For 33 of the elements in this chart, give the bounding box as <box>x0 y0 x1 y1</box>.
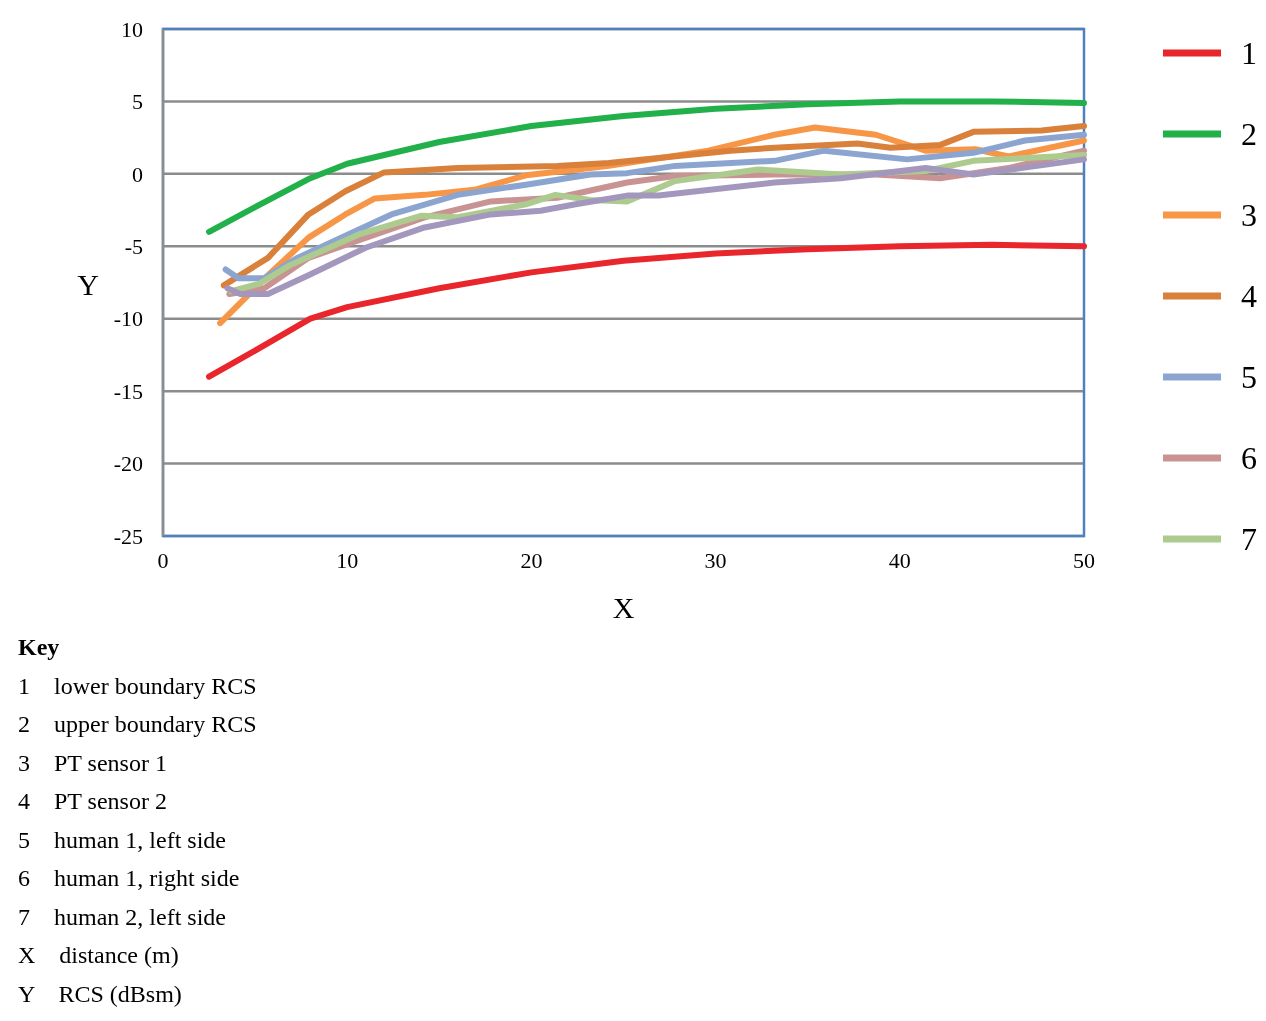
x-tick-label: 40 <box>888 548 911 573</box>
y-tick-label: -10 <box>113 306 143 332</box>
legend-label: 3 <box>1241 197 1257 234</box>
text: 1 lower boundary RCS <box>18 672 257 699</box>
x-tick-label: 50 <box>1073 548 1095 573</box>
y-tick-label: -5 <box>124 233 143 259</box>
x-tick-label: 30 <box>704 548 727 573</box>
legend-label: 7 <box>1241 521 1257 558</box>
y-tick-label: -15 <box>113 378 143 404</box>
text: 7 human 2, left side <box>18 903 226 930</box>
text: 3 PT sensor 1 <box>18 749 167 776</box>
legend-label: 5 <box>1241 359 1257 396</box>
legend-label: 4 <box>1241 278 1257 315</box>
text: Key <box>18 634 60 660</box>
y-tick-label: 5 <box>132 89 143 115</box>
x-tick-label: 0 <box>157 548 169 573</box>
text: 4 PT sensor 2 <box>18 788 167 814</box>
text: 6 human 1, right side <box>18 865 240 891</box>
text: 2 upper boundary RCS <box>18 711 257 737</box>
x-axis-title: X <box>612 591 635 624</box>
text: X distance (m) <box>18 942 179 968</box>
x-tick-label: 10 <box>336 548 359 573</box>
legend-label: 6 <box>1241 440 1257 477</box>
legend-label: 1 <box>1241 35 1257 72</box>
legend-label: 2 <box>1241 116 1257 153</box>
text: Y RCS (dBsm) <box>18 980 182 1007</box>
y-tick-label: -25 <box>113 523 143 549</box>
y-tick-label: 10 <box>121 16 143 42</box>
y-axis-title: Y <box>77 268 99 301</box>
y-tick-label: -20 <box>113 451 143 477</box>
text: 5 human 1, left side <box>18 826 226 853</box>
y-tick-label: 0 <box>132 161 143 187</box>
x-tick-label: 20 <box>520 548 543 573</box>
